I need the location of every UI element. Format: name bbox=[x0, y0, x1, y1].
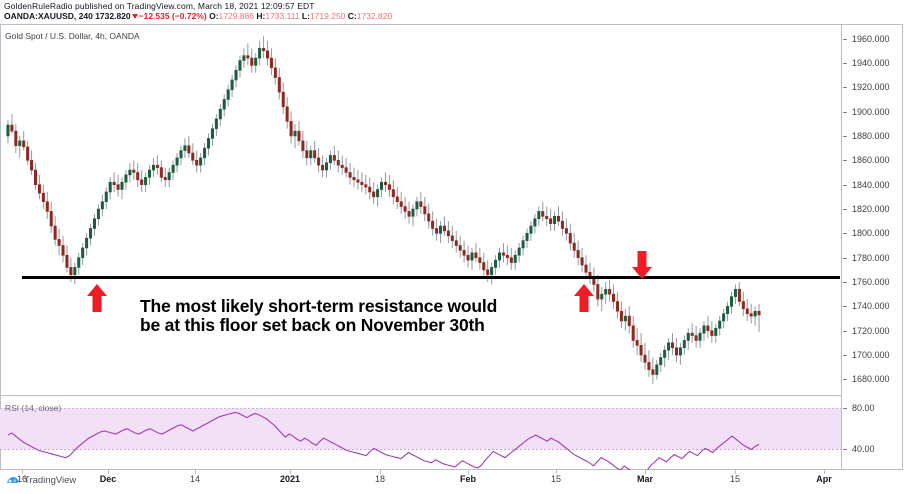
time-axis[interactable]: 16 Dec 14 2021 18 Feb 15 Mar 15 Apr bbox=[0, 470, 904, 494]
close-label: C: bbox=[347, 11, 357, 21]
price-axis-label: 1880.000 bbox=[852, 130, 890, 141]
price-axis-tick bbox=[843, 160, 847, 162]
rsi-pane[interactable] bbox=[0, 396, 841, 470]
price-axis[interactable]: 1960.000 1940.000 1920.000 1900.000 1880.000… bbox=[842, 24, 903, 394]
rsi-axis[interactable]: 80.00 40.00 bbox=[842, 396, 903, 470]
price-axis-label: 1860.000 bbox=[852, 155, 890, 166]
price-axis-tick bbox=[843, 62, 847, 64]
resistance-trendline[interactable] bbox=[22, 276, 840, 279]
price-scale-divider bbox=[841, 24, 842, 470]
time-axis-label: 18 bbox=[374, 474, 386, 484]
price-axis-tick bbox=[843, 184, 847, 186]
price-axis-label: 1840.000 bbox=[852, 179, 890, 190]
price-axis-tick bbox=[843, 330, 847, 332]
time-axis-tick bbox=[645, 470, 646, 474]
price-axis-tick bbox=[843, 135, 847, 137]
arrow-down-icon-feb25[interactable] bbox=[631, 250, 653, 280]
price-axis-label: 1900.000 bbox=[852, 106, 890, 117]
price-axis-label: 1780.000 bbox=[852, 252, 890, 263]
open-value: 1729.886 bbox=[218, 11, 254, 21]
price-pane[interactable] bbox=[0, 24, 841, 394]
tradingview-logo-icon bbox=[7, 477, 19, 483]
symbol-quote-line: OANDA:XAUUSD, 240 1732.820 −12.535 (−0.72… bbox=[4, 11, 392, 21]
price-axis-label: 1680.000 bbox=[852, 374, 890, 385]
price-axis-tick bbox=[843, 87, 847, 89]
chart-header: GoldenRuleRadio published on TradingView… bbox=[0, 0, 904, 24]
time-axis-label: 15 bbox=[550, 474, 562, 484]
price-axis-tick bbox=[843, 209, 847, 210]
high-value: 1733.111 bbox=[265, 11, 300, 21]
price-axis-label: 1740.000 bbox=[852, 301, 890, 312]
price-axis-tick bbox=[843, 111, 847, 113]
price-pane-legend: Gold Spot / U.S. Dollar, 4h, OANDA bbox=[5, 31, 140, 41]
rsi-series bbox=[0, 407, 841, 470]
time-axis-tick bbox=[468, 470, 469, 474]
price-axis-tick bbox=[843, 257, 847, 259]
price-axis-tick bbox=[843, 282, 847, 284]
time-axis-label: 2021 bbox=[279, 474, 301, 484]
last-price: 1732.820 bbox=[95, 11, 131, 21]
price-axis-label: 1800.000 bbox=[852, 228, 890, 239]
price-axis-tick bbox=[843, 38, 847, 40]
price-axis-tick bbox=[843, 355, 847, 357]
price-change: −12.535 (−0.72%) bbox=[138, 11, 207, 21]
time-axis-tick bbox=[108, 470, 109, 474]
time-axis-label: Feb bbox=[459, 474, 477, 484]
rsi-pane-legend: RSI (14, close) bbox=[5, 403, 62, 413]
price-axis-tick bbox=[843, 306, 847, 308]
time-axis-tick bbox=[290, 470, 291, 474]
symbol-ticker[interactable]: OANDA:XAUUSD, bbox=[4, 11, 77, 21]
price-axis-label: 1760.000 bbox=[852, 277, 890, 288]
price-axis-tick bbox=[843, 379, 847, 381]
rsi-axis-label: 80.00 bbox=[852, 403, 875, 414]
time-axis-tick bbox=[735, 470, 736, 474]
price-axis-label: 1820.000 bbox=[852, 204, 890, 214]
low-value: 1719.250 bbox=[309, 11, 346, 21]
arrow-up-icon-feb[interactable] bbox=[573, 283, 595, 313]
tradingview-watermark: TradingView bbox=[6, 474, 76, 486]
time-axis-label: Apr bbox=[816, 474, 832, 484]
price-axis-label: 1960.000 bbox=[852, 33, 890, 44]
price-axis-label: 1720.000 bbox=[852, 325, 890, 336]
price-axis-tick bbox=[843, 233, 847, 235]
open-label: O: bbox=[209, 11, 219, 21]
rsi-axis-label: 40.00 bbox=[852, 444, 875, 455]
publisher-attribution: GoldenRuleRadio published on TradingView… bbox=[4, 1, 315, 11]
time-axis-label: Mar bbox=[636, 474, 654, 484]
time-axis-label: Dec bbox=[99, 474, 117, 484]
frame-right-edge bbox=[902, 24, 903, 470]
time-axis-label: 15 bbox=[729, 474, 741, 484]
close-value: 1732.820 bbox=[356, 11, 393, 21]
low-label: L: bbox=[301, 11, 310, 21]
triangle-down-icon bbox=[131, 14, 138, 19]
time-axis-label: 16 bbox=[16, 474, 28, 484]
time-axis-tick bbox=[22, 470, 23, 474]
arrow-up-icon-nov30[interactable] bbox=[86, 283, 108, 313]
high-label: H: bbox=[256, 11, 266, 21]
annotation-text-line1: The most likely short-term resistance wo… bbox=[140, 296, 498, 316]
time-axis-tick bbox=[556, 470, 557, 474]
rsi-axis-tick bbox=[843, 449, 847, 451]
symbol-interval[interactable]: 240 bbox=[78, 11, 93, 21]
time-axis-divider bbox=[0, 469, 903, 470]
watermark-label: TradingView bbox=[24, 474, 77, 486]
price-axis-label: 1920.000 bbox=[852, 82, 890, 93]
pane-divider[interactable] bbox=[0, 395, 841, 396]
annotation-text-line2: be at this floor set back on November 30… bbox=[140, 315, 485, 335]
rsi-axis-tick bbox=[843, 408, 847, 410]
time-axis-tick bbox=[380, 470, 381, 474]
time-axis-label: 14 bbox=[189, 474, 201, 484]
time-axis-tick bbox=[824, 470, 825, 474]
price-axis-label: 1940.000 bbox=[852, 57, 890, 68]
time-axis-tick bbox=[195, 470, 196, 474]
candlestick-series bbox=[6, 36, 761, 385]
price-axis-label: 1700.000 bbox=[852, 350, 890, 361]
